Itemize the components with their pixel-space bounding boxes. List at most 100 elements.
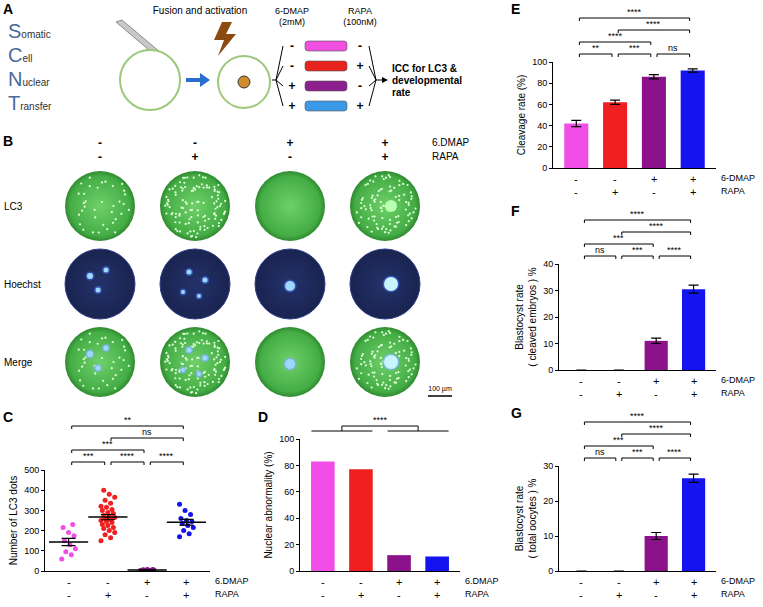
svg-text:6.DMAP: 6.DMAP — [465, 576, 499, 586]
svg-text:Cell: Cell — [8, 44, 32, 66]
svg-text:***: *** — [629, 43, 640, 53]
svg-text:-: - — [617, 576, 621, 588]
svg-text:40: 40 — [284, 513, 294, 523]
svg-text:-: - — [579, 388, 583, 400]
svg-text:-: - — [321, 576, 325, 588]
svg-text:-: - — [106, 576, 110, 588]
svg-text:400: 400 — [24, 485, 39, 495]
svg-text:60: 60 — [537, 100, 547, 110]
svg-text:20: 20 — [543, 496, 553, 506]
svg-text:0: 0 — [548, 365, 553, 375]
svg-text:****: **** — [646, 19, 661, 29]
svg-text:Blastocyst rate( cleaved embry: Blastocyst rate( cleaved embryos ) % — [514, 267, 538, 367]
svg-text:6.DMAP: 6.DMAP — [215, 576, 249, 586]
svg-text:-: - — [617, 375, 621, 387]
svg-text:+: + — [651, 173, 657, 185]
svg-text:+: + — [105, 589, 111, 601]
svg-text:****: **** — [159, 451, 174, 461]
svg-text:-: - — [98, 150, 102, 164]
svg-text:Nuclear: Nuclear — [8, 68, 50, 90]
svg-text:10: 10 — [543, 339, 553, 349]
svg-text:Transfer: Transfer — [8, 92, 52, 114]
svg-text:-: - — [321, 589, 325, 601]
svg-text:+: + — [691, 375, 697, 387]
svg-text:+: + — [381, 136, 388, 150]
svg-text:****: **** — [649, 221, 664, 231]
svg-text:Somatic: Somatic — [8, 20, 51, 42]
svg-text:+: + — [616, 388, 622, 400]
svg-text:100: 100 — [279, 434, 294, 444]
svg-text:(2mM): (2mM) — [279, 17, 305, 27]
svg-text:+: + — [612, 186, 618, 198]
svg-text:+: + — [690, 173, 696, 185]
svg-text:**: ** — [592, 43, 600, 53]
svg-text:60: 60 — [284, 487, 294, 497]
svg-text:ns: ns — [595, 447, 605, 457]
svg-text:-: - — [98, 136, 102, 150]
svg-text:-: - — [67, 589, 71, 601]
svg-text:RAPA: RAPA — [465, 589, 489, 599]
svg-text:+: + — [653, 375, 659, 387]
svg-text:-: - — [67, 576, 71, 588]
svg-text:100: 100 — [24, 546, 39, 556]
svg-text:-: - — [193, 136, 197, 150]
svg-text:(100nM): (100nM) — [343, 17, 377, 27]
svg-text:+: + — [434, 589, 440, 601]
svg-text:300: 300 — [24, 506, 39, 516]
svg-text:6-DMAP: 6-DMAP — [721, 375, 755, 385]
svg-text:+: + — [616, 589, 622, 601]
svg-text:RAPA: RAPA — [721, 186, 745, 196]
svg-text:0: 0 — [548, 566, 553, 576]
svg-text:Hoechst: Hoechst — [4, 279, 41, 290]
svg-text:+: + — [691, 388, 697, 400]
svg-text:-: - — [288, 150, 292, 164]
svg-text:0: 0 — [34, 566, 39, 576]
svg-text:A: A — [3, 1, 13, 17]
svg-text:20: 20 — [284, 540, 294, 550]
svg-text:****: **** — [630, 411, 645, 421]
svg-text:ns: ns — [595, 245, 605, 255]
svg-text:40: 40 — [543, 259, 553, 269]
svg-text:***: *** — [83, 451, 94, 461]
svg-text:ns: ns — [142, 427, 152, 437]
svg-text:+: + — [183, 576, 189, 588]
svg-text:+: + — [356, 59, 363, 73]
svg-text:10: 10 — [543, 531, 553, 541]
svg-text:6-DMAP: 6-DMAP — [275, 6, 309, 16]
svg-text:500: 500 — [24, 465, 39, 475]
svg-text:-: - — [579, 589, 583, 601]
svg-text:+: + — [434, 576, 440, 588]
svg-text:6.DMAP: 6.DMAP — [432, 137, 470, 148]
svg-text:****: **** — [373, 415, 388, 425]
svg-text:-: - — [290, 59, 294, 73]
svg-text:+: + — [144, 576, 150, 588]
svg-text:**: ** — [124, 415, 132, 425]
svg-text:****: **** — [627, 7, 642, 17]
svg-text:+: + — [288, 99, 295, 113]
svg-text:****: **** — [667, 245, 682, 255]
svg-text:Fusion and activation: Fusion and activation — [153, 5, 248, 16]
svg-text:developmental: developmental — [392, 75, 462, 86]
svg-text:0: 0 — [542, 163, 547, 173]
svg-text:30: 30 — [543, 461, 553, 471]
svg-text:ns: ns — [668, 43, 678, 53]
svg-text:200: 200 — [24, 526, 39, 536]
svg-text:****: **** — [630, 209, 645, 219]
svg-text:-: - — [358, 79, 362, 93]
svg-text:***: *** — [613, 435, 624, 445]
svg-text:+: + — [691, 589, 697, 601]
svg-text:LC3: LC3 — [4, 201, 23, 212]
svg-text:Cleavage rate (%): Cleavage rate (%) — [516, 75, 527, 156]
svg-text:***: *** — [632, 447, 643, 457]
svg-text:-: - — [654, 388, 658, 400]
svg-text:-: - — [145, 589, 149, 601]
svg-text:6-DMAP: 6-DMAP — [721, 173, 755, 183]
svg-text:-: - — [574, 186, 578, 198]
svg-text:80: 80 — [284, 461, 294, 471]
svg-text:rate: rate — [392, 87, 411, 98]
svg-text:-: - — [652, 186, 656, 198]
svg-text:+: + — [690, 186, 696, 198]
svg-text:Number of LC3 dots: Number of LC3 dots — [8, 476, 19, 566]
svg-text:****: **** — [649, 423, 664, 433]
svg-text:RAPA: RAPA — [432, 151, 459, 162]
